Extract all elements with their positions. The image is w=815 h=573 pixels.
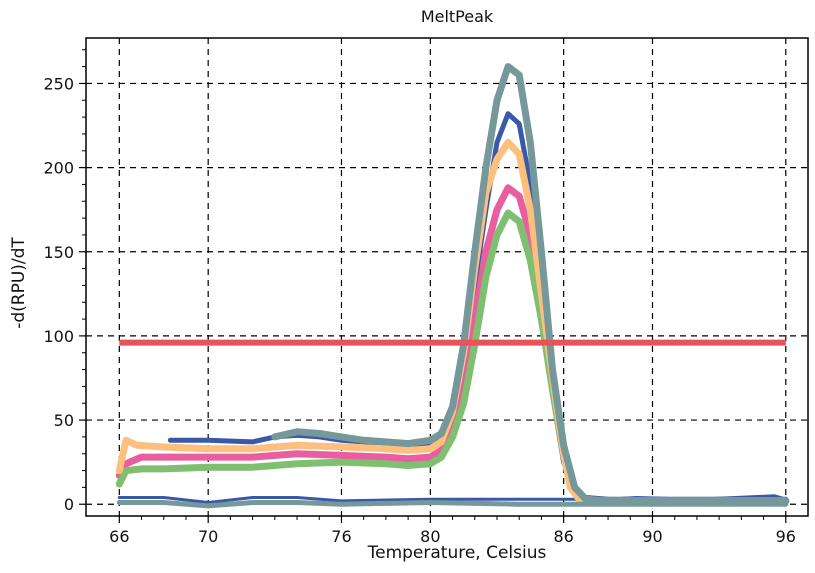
y-tick-label: 50 [54, 411, 74, 430]
x-axis-title: Temperature, Celsius [367, 543, 547, 563]
series-line-6 [271, 63, 790, 505]
y-axis-title: -d(RPU)/dT [9, 237, 29, 329]
x-tick-label: 90 [642, 527, 662, 546]
x-tick-label: 66 [109, 527, 129, 546]
y-tick-label: 200 [43, 159, 74, 178]
x-tick-label: 76 [331, 527, 351, 546]
x-tick-label: 70 [198, 527, 218, 546]
y-tick-label: 150 [43, 243, 74, 262]
tick-layer: 66 70 76 80 86 90 96 0 50 100 150 200 250 [43, 49, 796, 546]
y-tick-label: 100 [43, 327, 74, 346]
x-tick-label: 80 [420, 527, 440, 546]
chart-title: MeltPeak [421, 7, 494, 26]
series-layer [115, 63, 790, 509]
y-tick-label: 0 [64, 495, 74, 514]
x-tick-label: 96 [776, 527, 796, 546]
x-tick-label: 86 [553, 527, 573, 546]
plot-frame [85, 37, 809, 517]
series-line-7 [116, 500, 789, 509]
series-line-5 [115, 138, 790, 505]
y-tick-label: 250 [43, 74, 74, 93]
